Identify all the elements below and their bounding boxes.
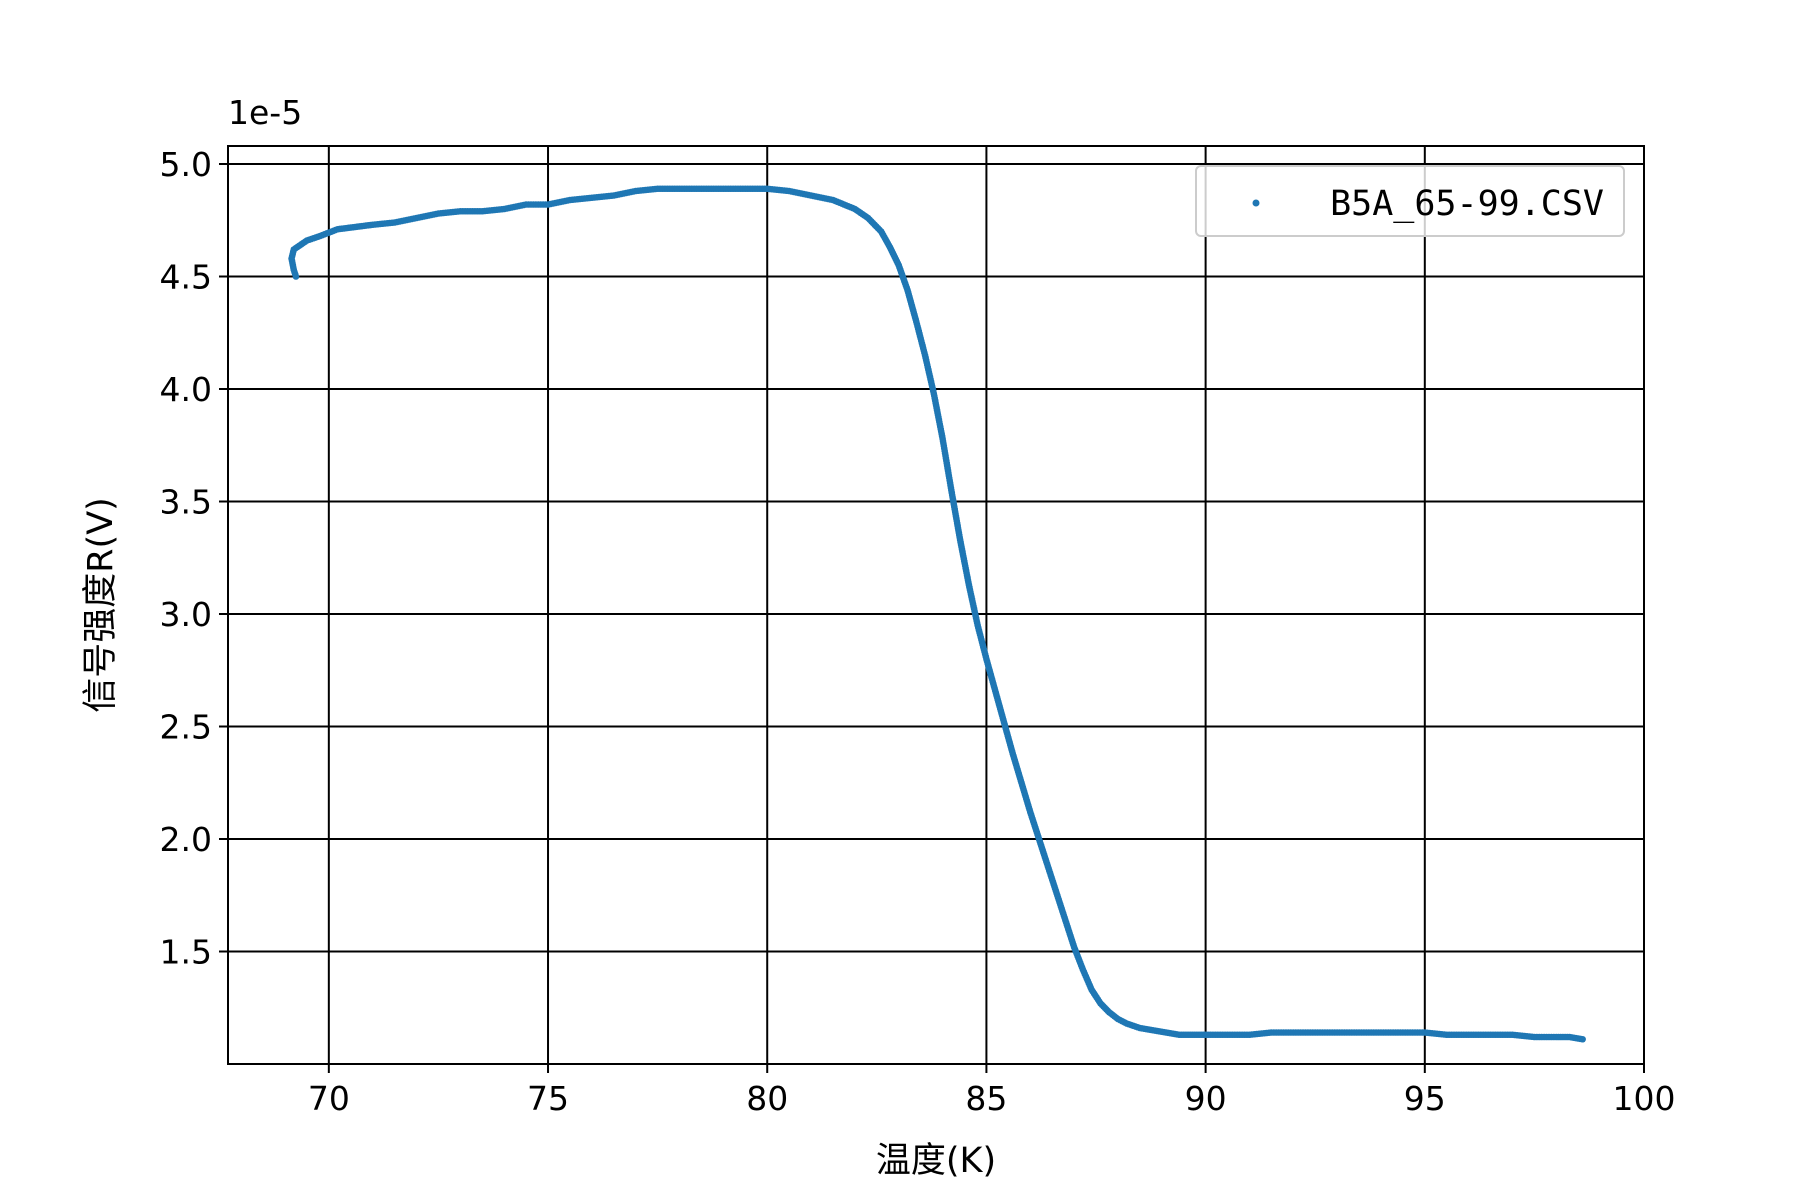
- y-axis-label: 信号强度R(V): [81, 497, 121, 713]
- scatter-series: [288, 185, 1586, 1043]
- y-tick-label: 4.0: [160, 370, 212, 409]
- legend-marker: [1252, 199, 1260, 207]
- grid: [228, 146, 1645, 1064]
- legend: B5A_65-99.CSV: [1195, 165, 1625, 237]
- axis-ticks: 70 75 80 85 90 95 100 1.5 2.0 2.5 3.0 3.5 4.0 4.5 5.0: [160, 145, 1676, 1118]
- x-tick-label: 80: [746, 1079, 788, 1118]
- legend-entry-label: B5A_65-99.CSV: [1330, 184, 1604, 224]
- plot-area-frame: [227, 145, 1645, 1065]
- legend-box: [1195, 165, 1625, 237]
- y-tick-label: 3.5: [160, 483, 212, 522]
- y-tick-label: 3.0: [160, 595, 212, 634]
- x-axis-label: 温度(K): [876, 1141, 996, 1181]
- y-tick-label: 4.5: [160, 258, 212, 297]
- y-tick-label: 2.5: [160, 708, 212, 747]
- x-tick-label: 75: [527, 1079, 569, 1118]
- x-tick-label: 70: [308, 1079, 350, 1118]
- y-tick-label: 5.0: [160, 145, 212, 184]
- data-point: [1579, 1035, 1586, 1043]
- y-tick-label: 2.0: [160, 820, 212, 859]
- x-tick-label: 90: [1185, 1079, 1227, 1118]
- x-tick-label: 85: [965, 1079, 1007, 1118]
- x-tick-label: 95: [1404, 1079, 1446, 1118]
- y-offset-label: 1e-5: [228, 93, 302, 132]
- x-tick-label: 100: [1613, 1079, 1676, 1118]
- y-tick-label: 1.5: [160, 933, 212, 972]
